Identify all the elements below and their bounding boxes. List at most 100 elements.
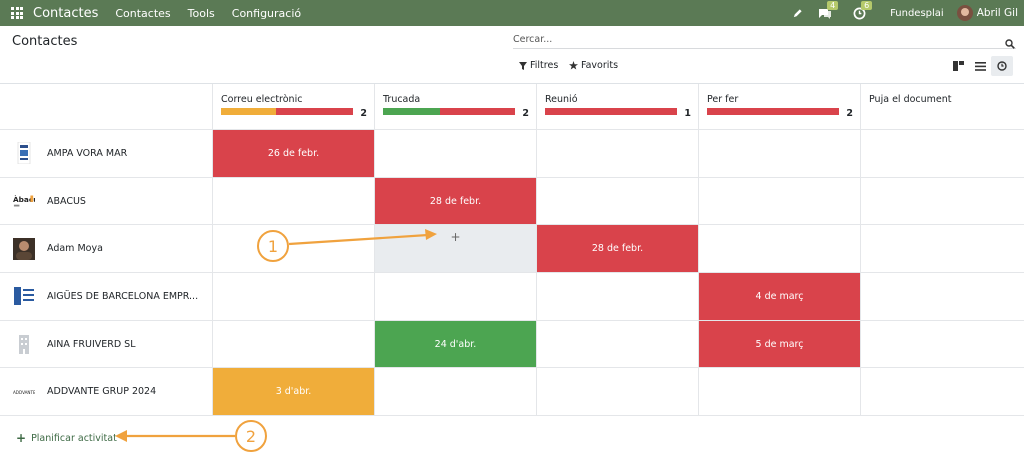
page-title: Contactes: [12, 34, 78, 49]
partner-name: AMPA VORA MAR: [47, 147, 128, 159]
partner-cell[interactable]: AIGÜES DE BARCELONA EMPR...: [0, 273, 213, 320]
activity-cell[interactable]: [699, 130, 861, 177]
activity-cell[interactable]: [213, 273, 375, 320]
progress-segment[interactable]: [276, 108, 353, 115]
filters-button[interactable]: Filtres: [519, 60, 558, 71]
filters-label: Filtres: [530, 60, 559, 71]
progress-segment[interactable]: [221, 108, 277, 115]
activity-deadline[interactable]: 26 de febr.: [213, 130, 374, 177]
activity-cell[interactable]: [537, 320, 699, 368]
menu-tools[interactable]: Tools: [187, 6, 215, 20]
activity-cell[interactable]: 24 d'abr.: [375, 320, 537, 368]
progress-segment[interactable]: [707, 108, 839, 115]
activity-deadline[interactable]: 28 de febr.: [375, 177, 536, 225]
activity-deadline[interactable]: 28 de febr.: [537, 225, 698, 273]
activity-cell[interactable]: 28 de febr.: [537, 225, 699, 273]
activity-cell[interactable]: [537, 368, 699, 416]
apps-menu-icon[interactable]: [11, 7, 23, 19]
top-navbar: Contactes Contactes Tools Configuració 4…: [0, 0, 1024, 26]
column-count: 2: [522, 108, 529, 119]
activity-deadline[interactable]: 5 de març: [699, 320, 860, 368]
progress-segment[interactable]: [545, 108, 677, 115]
partner-name: ADDVANTE GRUP 2024: [47, 386, 157, 398]
search-bar: [513, 30, 1016, 49]
edit-pencil-icon[interactable]: [790, 6, 804, 20]
activity-cell[interactable]: [699, 368, 861, 416]
activity-cell[interactable]: [537, 130, 699, 177]
column-progress-bar[interactable]: [383, 108, 515, 115]
svg-text:ADDVANTE°: ADDVANTE°: [13, 390, 35, 395]
column-header-label: Trucada: [383, 94, 421, 105]
callout-2: 2: [235, 420, 267, 452]
activity-deadline[interactable]: 3 d'abr.: [213, 368, 374, 416]
app-brand[interactable]: Contactes: [33, 5, 99, 21]
activities-badge: 6: [861, 1, 873, 10]
user-menu[interactable]: Abril Gil: [976, 7, 1018, 19]
column-progress-bar[interactable]: [707, 108, 839, 115]
partner-name: AINA FRUIVERD SL: [47, 338, 136, 350]
partner-name: Adam Moya: [47, 243, 103, 255]
column-header[interactable]: Correu electrònic 2: [213, 84, 375, 129]
activity-view-icon[interactable]: [991, 56, 1013, 76]
partner-cell[interactable]: AMPA VORA MAR: [0, 130, 213, 177]
column-progress-bar[interactable]: [221, 108, 353, 115]
activity-cell[interactable]: +: [375, 225, 537, 273]
plan-activity-button[interactable]: + Planificar activitat: [16, 431, 117, 445]
activity-cell[interactable]: [213, 225, 375, 273]
header-row: Correu electrònic 2 Trucada 2 Reunió 1 Per …: [0, 84, 1024, 130]
partner-avatar: [13, 285, 35, 308]
column-progress-bar[interactable]: [545, 108, 677, 115]
activity-deadline[interactable]: 4 de març: [699, 273, 860, 320]
progress-segment[interactable]: [439, 108, 515, 115]
partner-row: ADDVANTE° ADDVANTE GRUP 2024 3 d'abr.: [0, 368, 1024, 417]
activity-grid: Correu electrònic 2 Trucada 2 Reunió 1 Per …: [0, 83, 1024, 417]
activity-cell[interactable]: 3 d'abr.: [213, 368, 375, 416]
column-header[interactable]: Trucada 2: [375, 84, 537, 129]
partner-cell[interactable]: AINA FRUIVERD SL: [0, 320, 213, 368]
activities-clock-icon[interactable]: 6: [852, 1, 873, 20]
activity-cell[interactable]: [699, 225, 861, 273]
activity-deadline[interactable]: 24 d'abr.: [375, 320, 536, 368]
messages-icon[interactable]: 4: [818, 1, 839, 20]
activity-cell[interactable]: 28 de febr.: [375, 177, 537, 225]
activity-cell[interactable]: [213, 177, 375, 225]
kanban-view-icon[interactable]: [947, 56, 969, 76]
activity-cell[interactable]: [699, 177, 861, 225]
menu-contactes[interactable]: Contactes: [115, 6, 171, 20]
column-header-label: Reunió: [545, 94, 578, 105]
column-header-label: Correu electrònic: [221, 94, 303, 105]
activity-cell[interactable]: [213, 320, 375, 368]
list-view-icon[interactable]: [969, 56, 991, 76]
partner-avatar: [13, 333, 35, 355]
activity-cell[interactable]: [375, 130, 537, 177]
partner-cell[interactable]: Adam Moya: [0, 225, 213, 273]
activity-cell[interactable]: 4 de març: [699, 273, 861, 320]
column-header[interactable]: Puja el document: [861, 84, 1023, 129]
company-switcher[interactable]: Fundesplai: [890, 7, 944, 19]
activity-cell[interactable]: 5 de març: [699, 320, 861, 368]
search-icon[interactable]: [1005, 34, 1015, 53]
partner-row: AIGÜES DE BARCELONA EMPR... 4 de març: [0, 273, 1024, 321]
callout-1: 1: [257, 230, 289, 262]
activity-cell[interactable]: [375, 368, 537, 416]
activity-cell[interactable]: [537, 273, 699, 320]
activity-cell[interactable]: [537, 177, 699, 225]
column-count: 2: [360, 108, 367, 119]
plan-activity-label: Planificar activitat: [31, 432, 117, 444]
column-header[interactable]: Reunió 1: [537, 84, 699, 129]
partner-cell[interactable]: ADDVANTE° ADDVANTE GRUP 2024: [0, 368, 213, 416]
partner-cell[interactable]: Àbacus ABACUS: [0, 177, 213, 225]
favorites-button[interactable]: Favorits: [569, 60, 618, 71]
user-avatar[interactable]: [956, 5, 973, 21]
column-header-label: Puja el document: [869, 94, 952, 105]
partner-avatar: Àbacus: [13, 190, 35, 212]
progress-segment[interactable]: [383, 108, 440, 115]
add-activity-plus-icon[interactable]: +: [375, 225, 536, 273]
activity-cell[interactable]: [375, 273, 537, 320]
plus-icon: +: [16, 431, 27, 445]
menu-configuracio[interactable]: Configuració: [231, 6, 302, 20]
search-input[interactable]: [513, 33, 983, 45]
activity-cell[interactable]: 26 de febr.: [213, 130, 375, 177]
column-header[interactable]: Per fer 2: [699, 84, 861, 129]
